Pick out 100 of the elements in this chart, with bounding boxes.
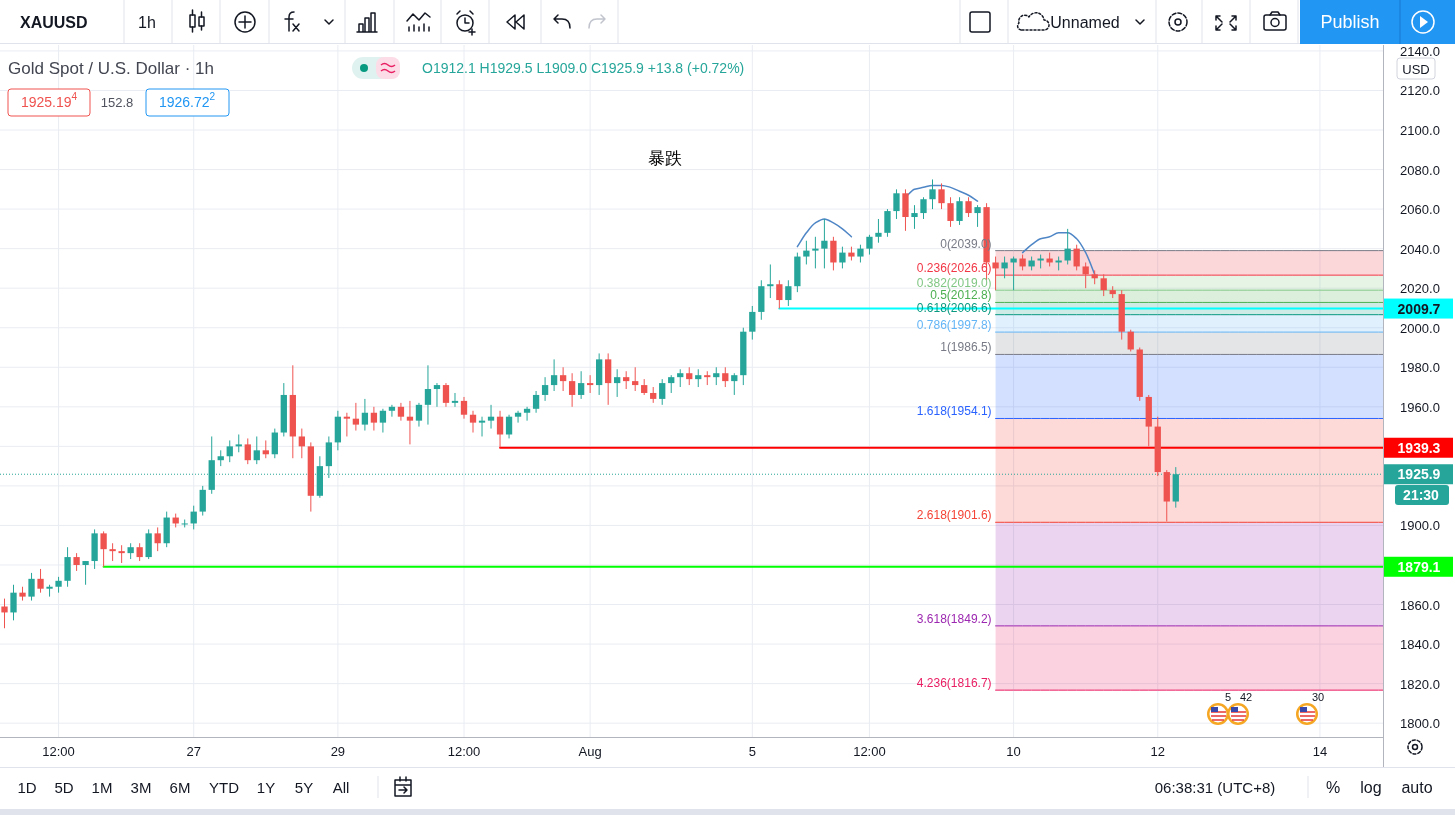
candlestick <box>496 410 504 448</box>
x-tick-label: 5 <box>748 743 756 759</box>
annotation: 152.8 <box>100 94 134 110</box>
candlestick <box>226 439 233 463</box>
candlestick <box>875 218 882 244</box>
candlestick <box>884 208 891 238</box>
y-tick-label: 1960.0 <box>1400 399 1440 415</box>
candlestick <box>28 572 35 602</box>
text: O1912.1 H1929.5 L1909.0 C1925.9 +13.8 (+0.72%) <box>422 60 745 76</box>
candlestick <box>632 366 639 392</box>
text: Unnamed <box>1050 13 1120 31</box>
text: Publish <box>1320 12 1380 32</box>
text: 3M <box>130 778 152 796</box>
candlestick <box>460 396 468 420</box>
candlestick <box>388 404 396 418</box>
x-tick-label: 14 <box>1312 743 1328 759</box>
data-label: 2009.7 <box>1397 300 1441 317</box>
candlestick <box>767 263 774 299</box>
candlestick <box>992 256 999 291</box>
candlestick <box>866 234 873 256</box>
candlestick <box>586 374 594 394</box>
candlestick <box>803 240 810 265</box>
y-tick-label: 1900.0 <box>1400 517 1440 533</box>
series-label: 2.618(1901.6) <box>916 508 992 523</box>
y-tick-label: 2040.0 <box>1400 241 1440 257</box>
y-tick-label: 1800.0 <box>1400 715 1440 731</box>
candlestick <box>253 435 260 465</box>
candlestick <box>947 196 954 228</box>
y-tick-label: 1980.0 <box>1400 359 1440 375</box>
candlestick <box>1064 228 1071 265</box>
text: 1Y <box>256 778 276 796</box>
annotation: 5 <box>1224 691 1232 703</box>
candlestick <box>920 196 927 220</box>
text: 21:30 <box>1403 487 1440 503</box>
y-tick-label: 1820.0 <box>1400 676 1440 692</box>
y-tick-label: 1840.0 <box>1400 636 1440 652</box>
y-tick-label: 2140.0 <box>1400 43 1440 59</box>
x-tick-label: 12:00 <box>447 743 481 759</box>
data-label: 1939.3 <box>1397 439 1441 456</box>
candlestick <box>487 404 495 430</box>
candlestick <box>938 182 945 210</box>
x-tick-label: 27 <box>186 743 201 759</box>
text: 6M <box>169 778 191 796</box>
y-tick-label: 2100.0 <box>1400 122 1440 138</box>
y-tick-label: 2060.0 <box>1400 201 1440 217</box>
annotation: 30 <box>1311 691 1325 703</box>
candlestick <box>532 390 540 414</box>
candlestick <box>370 406 378 432</box>
line-series <box>796 218 853 248</box>
y-tick-label: 2120.0 <box>1400 82 1440 98</box>
x-tick-label: 10 <box>1006 743 1021 759</box>
candlestick <box>974 204 981 228</box>
candlestick <box>37 568 44 594</box>
candlestick <box>64 546 71 588</box>
text: 5D <box>54 778 74 796</box>
y-tick-label: 2020.0 <box>1400 280 1440 296</box>
candlestick <box>505 414 513 439</box>
candlestick <box>1073 244 1080 271</box>
candlestick <box>199 485 206 517</box>
series-label: 1(1986.5) <box>940 340 992 355</box>
text: log <box>1360 778 1382 796</box>
candlestick <box>451 392 459 408</box>
candlestick <box>839 246 846 269</box>
text: 1h <box>138 13 156 31</box>
candlestick <box>343 412 351 437</box>
candlestick <box>659 378 666 406</box>
candlestick <box>514 410 522 424</box>
candlestick <box>722 366 729 388</box>
candlestick <box>379 408 387 434</box>
candlestick <box>785 279 792 307</box>
annotation: 42 <box>1239 691 1253 703</box>
candlestick <box>749 305 756 341</box>
candlestick <box>1100 273 1107 297</box>
text: XAUUSD <box>20 13 88 31</box>
candlestick <box>1001 256 1008 279</box>
annotation: 暴跌 <box>648 148 682 168</box>
candlestick <box>911 204 918 230</box>
candlestick <box>244 437 251 465</box>
candlestick <box>1082 261 1089 289</box>
ref-line-label: 1925.9 <box>1397 466 1441 483</box>
candlestick <box>100 530 107 568</box>
candlestick <box>154 526 161 552</box>
candlestick <box>478 416 486 437</box>
candlestick <box>902 188 909 232</box>
candlestick <box>10 584 17 621</box>
candlestick <box>271 428 278 459</box>
data-label: 1879.1 <box>1397 558 1441 575</box>
x-tick-label: 29 <box>330 743 346 759</box>
y-axis-title: USD <box>1402 61 1430 76</box>
candlestick <box>605 352 612 406</box>
x-tick-label: Aug <box>578 743 602 759</box>
candlestick <box>406 400 414 445</box>
candlestick <box>821 218 828 269</box>
candlestick <box>145 528 152 560</box>
candlestick <box>929 178 936 210</box>
y-tick-label: 2080.0 <box>1400 162 1440 178</box>
candlestick <box>442 382 450 408</box>
candlestick <box>352 402 360 432</box>
series-label: 4.236(1816.7) <box>916 676 992 691</box>
candlestick <box>965 196 972 218</box>
